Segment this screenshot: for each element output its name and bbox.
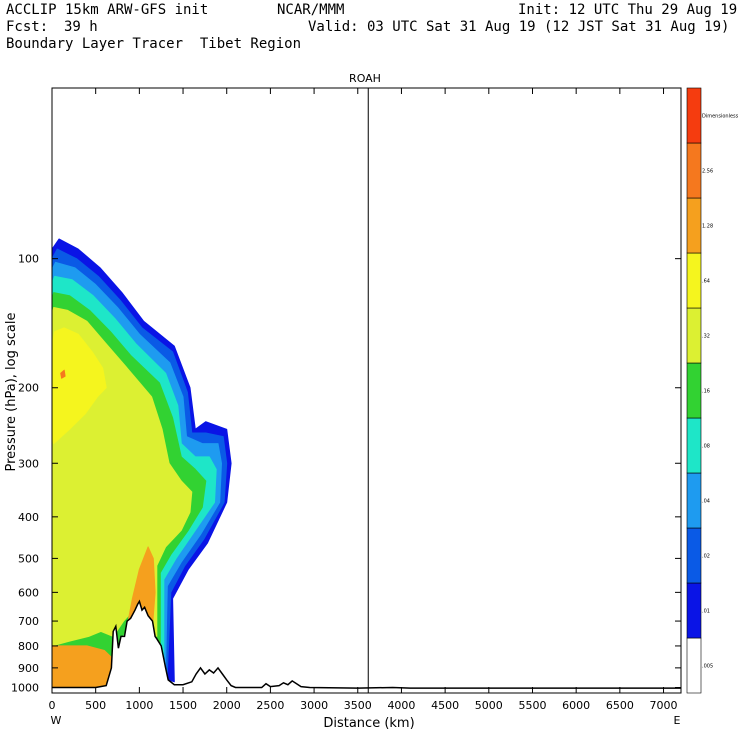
colorbar-label: .04: [702, 499, 710, 505]
tracer-fills: [51, 238, 232, 688]
x-tick-label: 3000: [300, 699, 328, 712]
y-tick-label: 100: [18, 253, 39, 266]
colorbar-band: [686, 527, 702, 584]
x-tick-label: 1500: [169, 699, 197, 712]
colorbar-band: [686, 417, 702, 474]
x-end-label-left: W: [51, 714, 62, 727]
y-tick-label: 400: [18, 511, 39, 524]
y-tick-label: 900: [18, 662, 39, 675]
header-org: NCAR/MMM: [277, 2, 345, 18]
x-axis-label: Distance (km): [323, 716, 414, 731]
colorbar-label: .08: [702, 444, 710, 450]
header-fcst-label: Fcst:: [6, 19, 49, 35]
colorbar-label: 2.56: [702, 169, 713, 175]
colorbar-band: [686, 142, 702, 199]
x-tick-label: 5000: [475, 699, 503, 712]
chart-subtitle: ROAH: [349, 72, 381, 85]
header-fcst-value: 39 h: [64, 19, 98, 35]
y-tick-label: 700: [18, 615, 39, 628]
x-tick-label: 1000: [125, 699, 153, 712]
x-tick-label: 0: [49, 699, 56, 712]
x-tick-label: 6500: [606, 699, 634, 712]
colorbar: .005 .01 .02 .04 .08 .16 .32 .64 1.28 2.56 Dimensi…: [686, 87, 739, 694]
x-tick-label: 500: [85, 699, 106, 712]
y-tick-label: 500: [18, 552, 39, 565]
y-tick-label: 200: [18, 382, 39, 395]
colorbar-label: .005: [702, 664, 713, 670]
colorbar-label: Dimensionless: [702, 114, 739, 120]
x-tick-label: 3500: [344, 699, 372, 712]
y-tick-label: 600: [18, 586, 39, 599]
colorbar-band: [686, 362, 702, 419]
colorbar-label: .01: [702, 609, 710, 615]
colorbar-label: .64: [702, 279, 710, 285]
y-axis-label: Pressure (hPa), log scale: [4, 313, 19, 472]
header-product: Boundary Layer Tracer Tibet Region: [6, 36, 302, 52]
tracer-contour-9: [60, 369, 66, 379]
y-tick-label: 300: [18, 457, 39, 470]
plot-frame: [51, 87, 682, 694]
x-tick-label: 5500: [518, 699, 546, 712]
terrain-line: [52, 599, 681, 689]
header-model: ACCLIP 15km ARW-GFS init: [6, 2, 209, 18]
tracer-contour-7: [51, 645, 112, 688]
colorbar-label: .32: [702, 334, 710, 340]
colorbar-label: .16: [702, 389, 710, 395]
colorbar-band: [686, 197, 702, 254]
colorbar-label: .02: [702, 554, 710, 560]
x-tick-label: 4500: [431, 699, 459, 712]
header-init: Init: 12 UTC Thu 29 Aug 19: [518, 2, 738, 18]
colorbar-band: [686, 637, 702, 694]
y-tick-label: 800: [18, 640, 39, 653]
colorbar-band: [686, 307, 702, 364]
colorbar-label: 1.28: [702, 224, 713, 230]
x-tick-label: 7000: [650, 699, 678, 712]
header-valid: Valid: 03 UTC Sat 31 Aug 19 (12 JST Sat …: [308, 19, 730, 35]
terrain-group: [52, 599, 681, 693]
colorbar-band: [686, 582, 702, 639]
x-tick-label: 4000: [387, 699, 415, 712]
terrain-fill: [52, 601, 681, 693]
axes-group: 0 500 1000 1500 2000 2500 3000 3500 4000 4500 5000…: [11, 87, 682, 727]
colorbar-band: [686, 252, 702, 309]
y-tick-label: 1000: [11, 681, 39, 694]
x-tick-label: 2500: [256, 699, 284, 712]
colorbar-band: [686, 87, 702, 144]
x-tick-label: 2000: [213, 699, 241, 712]
x-tick-label: 6000: [562, 699, 590, 712]
colorbar-band: [686, 472, 702, 529]
x-end-label-right: E: [674, 714, 681, 727]
